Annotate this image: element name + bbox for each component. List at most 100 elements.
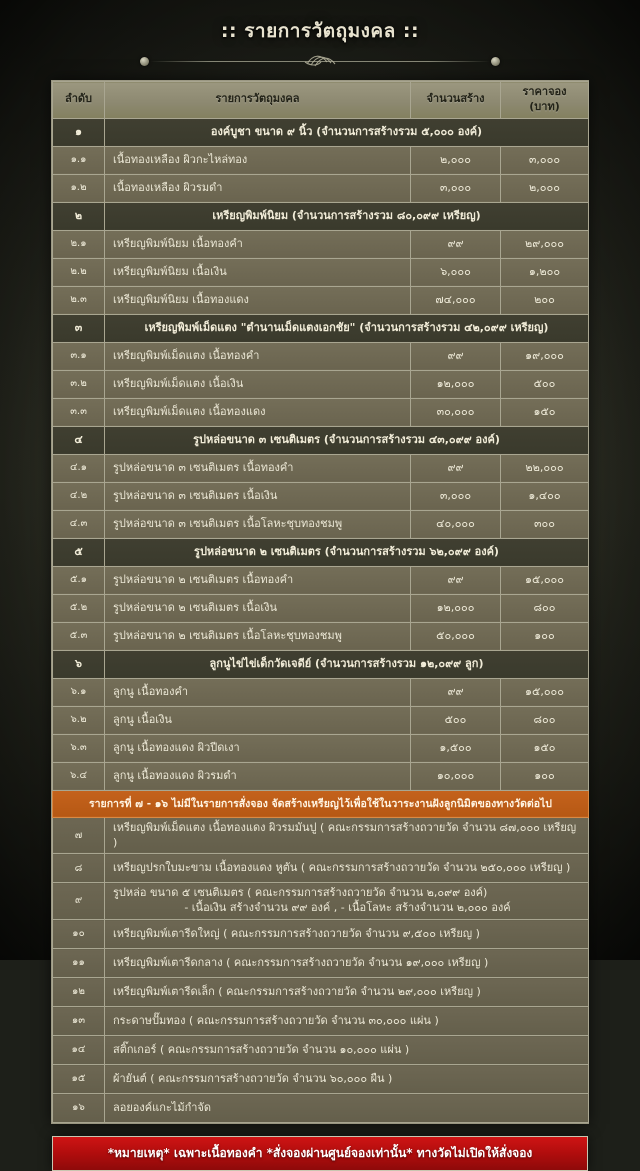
row-price: ๘๐๐	[500, 705, 589, 735]
row-price: ๑,๔๐๐	[500, 481, 589, 511]
row-item-name: รูปหล่อขนาด ๒ เซนติเมตร เนื้อเงิน	[104, 593, 411, 623]
row-number: ๑.๒	[52, 173, 105, 203]
divider-ornament-icon	[304, 55, 336, 67]
table-row: ๘เหรียญปรกใบมะขาม เนื้อทองแดง หูตัน ( คณ…	[52, 853, 589, 884]
row-number: ๕.๑	[52, 565, 105, 595]
row-item-name: รูปหล่อขนาด ๓ เซนติเมตร เนื้อทองคำ	[104, 453, 411, 483]
row-number: ๑๑	[52, 948, 105, 979]
table-row: ๑๒ เหรียญพิมพ์เตารีดเล็ก ( คณะกรรมการสร้า…	[52, 977, 589, 1008]
section-number: ๖	[52, 649, 105, 679]
section-number: ๓	[52, 313, 105, 343]
table-row: ๒.๓ เหรียญพิมพ์นิยม เนื้อทองแดง ๗๔,๐๐๐ ๒๐๐	[52, 285, 589, 315]
row-number: ๕.๒	[52, 593, 105, 623]
section-header-row: ๔รูปหล่อขนาด ๓ เซนติเมตร (จำนวนการสร้างร…	[52, 425, 589, 455]
footer-note-banner: *หมายเหตุ* เฉพาะเนื้อทองคำ *สั่งจองผ่านศ…	[52, 1136, 588, 1171]
row-quantity: ๖,๐๐๐	[410, 257, 501, 287]
table-row: ๖.๒ ลูกนู เนื้อเงิน ๕๐๐ ๘๐๐	[52, 705, 589, 735]
table-row: ๔.๑ รูปหล่อขนาด ๓ เซนติเมตร เนื้อทองคำ ๙๙๒…	[52, 453, 589, 483]
row-quantity: ๕๐,๐๐๐	[410, 621, 501, 651]
row-number: ๑๕	[52, 1064, 105, 1095]
table-row: ๙รูปหล่อ ขนาด ๕ เซนติเมตร ( คณะกรรมการสร…	[52, 882, 589, 921]
row-number: ๕.๓	[52, 621, 105, 651]
page-title: :: รายการวัตถุมงคล ::	[220, 20, 420, 42]
table-row: ๑๕ ผ้ายันต์ ( คณะกรรมการสร้างถวายวัด จำนว…	[52, 1064, 589, 1095]
row-number: ๒.๓	[52, 285, 105, 315]
row-price: ๑๐๐	[500, 761, 589, 791]
row-description: รูปหล่อ ขนาด ๕ เซนติเมตร ( คณะกรรมการสร้…	[104, 882, 589, 921]
row-price: ๑๕,๐๐๐	[500, 565, 589, 595]
table-row: ๑๖ ลอยองค์แกะไม้กำจัด	[52, 1093, 589, 1124]
row-description: เหรียญพิมพ์เตารีดกลาง ( คณะกรรมการสร้างถ…	[104, 948, 589, 979]
row-price: ๒๒,๐๐๐	[500, 453, 589, 483]
row-quantity: ๒,๐๐๐	[410, 145, 501, 175]
row-item-name: ลูกนู เนื้อทองแดง ผิวปีดเงา	[104, 733, 411, 763]
column-header-no: ลำดับ	[52, 81, 105, 119]
row-quantity: ๙๙	[410, 229, 501, 259]
section-number: ๕	[52, 537, 105, 567]
row-quantity: ๓,๐๐๐	[410, 481, 501, 511]
row-quantity: ๑๒,๐๐๐	[410, 369, 501, 399]
row-price: ๑๕๐	[500, 733, 589, 763]
row-quantity: ๑๒,๐๐๐	[410, 593, 501, 623]
table-row: ๑๓ กระดาษปั๊มทอง ( คณะกรรมการสร้างถวายวัด…	[52, 1006, 589, 1037]
table-row: ๕.๓ รูปหล่อขนาด ๒ เซนติเมตร เนื้อโลหะชุบท…	[52, 621, 589, 651]
divider-line	[150, 61, 490, 62]
table-row: ๗เหรียญพิมพ์เม็ดแตง เนื้อทองแดง ผิวรมมัน…	[52, 816, 589, 855]
row-number: ๙	[52, 882, 105, 921]
row-description: ลอยองค์แกะไม้กำจัด	[104, 1093, 589, 1124]
row-quantity: ๓๐,๐๐๐	[410, 397, 501, 427]
row-number: ๑๖	[52, 1093, 105, 1124]
row-quantity: ๓,๐๐๐	[410, 173, 501, 203]
row-number: ๖.๔	[52, 761, 105, 791]
section-number: ๑	[52, 117, 105, 147]
table-row: ๑๑ เหรียญพิมพ์เตารีดกลาง ( คณะกรรมการสร้า…	[52, 948, 589, 979]
row-number: ๒.๑	[52, 229, 105, 259]
row-item-name: รูปหล่อขนาด ๒ เซนติเมตร เนื้อโลหะชุบทองช…	[104, 621, 411, 651]
table-row: ๔.๒ รูปหล่อขนาด ๓ เซนติเมตร เนื้อเงิน ๓,๐๐…	[52, 481, 589, 511]
table-body: ๑องค์บูชา ขนาด ๙ นิ้ว (จำนวนการสร้างรวม …	[52, 117, 589, 1124]
table-row: ๔.๓ รูปหล่อขนาด ๓ เซนติเมตร เนื้อโลหะชุบท…	[52, 509, 589, 539]
row-number: ๑.๑	[52, 145, 105, 175]
row-number: ๔.๒	[52, 481, 105, 511]
row-description: เหรียญพิมพ์เตารีดใหญ่ ( คณะกรรมการสร้างถ…	[104, 919, 589, 950]
table-row: ๑๔ สติ๊กเกอร์ ( คณะกรรมการสร้างถวายวัด จำ…	[52, 1035, 589, 1066]
row-number: ๔.๑	[52, 453, 105, 483]
section-title: เหรียญพิมพ์เม็ดแตง "ตำนานเม็ดแตงเอกชัย" …	[104, 313, 589, 343]
row-price: ๒๙,๐๐๐	[500, 229, 589, 259]
row-quantity: ๑,๕๐๐	[410, 733, 501, 763]
row-quantity: ๙๙	[410, 453, 501, 483]
column-header-qty: จำนวนสร้าง	[410, 81, 501, 119]
row-item-name: เหรียญพิมพ์เม็ดแตง เนื้อทองคำ	[104, 341, 411, 371]
row-price: ๑๕๐	[500, 397, 589, 427]
row-number: ๑๔	[52, 1035, 105, 1066]
row-number: ๑๐	[52, 919, 105, 950]
row-item-name: รูปหล่อขนาด ๓ เซนติเมตร เนื้อเงิน	[104, 481, 411, 511]
amulet-list-table-frame: ลำดับ รายการวัตถุมงคล จำนวนสร้าง ราคาจอง…	[51, 80, 589, 1125]
section-number: ๔	[52, 425, 105, 455]
table-row: ๑.๒ เนื้อทองเหลือง ผิวรมดำ ๓,๐๐๐ ๒,๐๐๐	[52, 173, 589, 203]
title-area: :: รายการวัตถุมงคล ::	[0, 0, 640, 72]
row-quantity: ๙๙	[410, 341, 501, 371]
row-description: กระดาษปั๊มทอง ( คณะกรรมการสร้างถวายวัด จ…	[104, 1006, 589, 1037]
row-quantity: ๔๐,๐๐๐	[410, 509, 501, 539]
row-item-name: รูปหล่อขนาด ๒ เซนติเมตร เนื้อทองคำ	[104, 565, 411, 595]
row-price: ๓,๐๐๐	[500, 145, 589, 175]
notice-bar-row: รายการที่ ๗ - ๑๖ ไม่มีในรายการสั่งจอง จั…	[52, 789, 589, 818]
divider-dot-left	[140, 57, 149, 66]
table-row: ๑.๑ เนื้อทองเหลือง ผิวกะไหล่ทอง ๒,๐๐๐ ๓,๐๐๐	[52, 145, 589, 175]
row-number: ๖.๑	[52, 677, 105, 707]
section-title: รูปหล่อขนาด ๓ เซนติเมตร (จำนวนการสร้างรว…	[104, 425, 589, 455]
section-title: ลูกนูไข่ไข่เด็กวัดเจดีย์ (จำนวนการสร้างร…	[104, 649, 589, 679]
row-price: ๕๐๐	[500, 369, 589, 399]
decorative-divider	[140, 50, 500, 72]
row-item-name: เหรียญพิมพ์นิยม เนื้อเงิน	[104, 257, 411, 287]
section-header-row: ๑องค์บูชา ขนาด ๙ นิ้ว (จำนวนการสร้างรวม …	[52, 117, 589, 147]
row-number: ๓.๓	[52, 397, 105, 427]
row-item-name: รูปหล่อขนาด ๓ เซนติเมตร เนื้อโลหะชุบทองช…	[104, 509, 411, 539]
row-quantity: ๗๔,๐๐๐	[410, 285, 501, 315]
row-price: ๓๐๐	[500, 509, 589, 539]
row-description: เหรียญปรกใบมะขาม เนื้อทองแดง หูตัน ( คณะ…	[104, 853, 589, 884]
table-row: ๕.๒ รูปหล่อขนาด ๒ เซนติเมตร เนื้อเงิน ๑๒,๐…	[52, 593, 589, 623]
